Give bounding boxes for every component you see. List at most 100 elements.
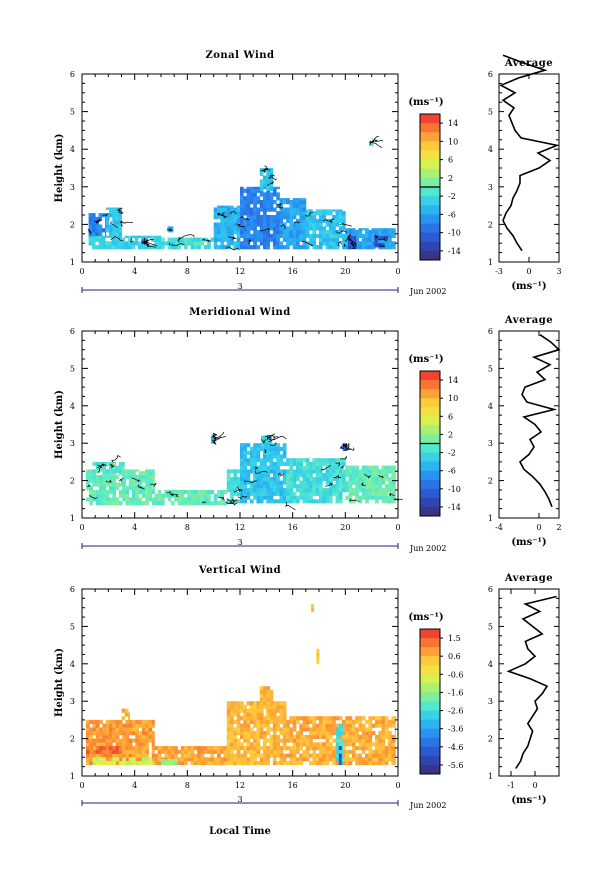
heatmap-cell [115,220,120,225]
heatmap-cell [361,465,366,470]
heatmap-cell [249,712,254,717]
heatmap-cell [170,753,175,758]
heatmap-cell [319,237,323,242]
heatmap-cell [223,749,228,754]
heatmap-cell [325,245,330,250]
zero-contour [150,482,157,487]
heatmap-cell [299,203,303,208]
heatmap-cell [161,761,165,766]
heatmap-cell [167,245,172,250]
heatmap-cell [200,497,205,502]
heatmap-cell [88,241,93,246]
heatmap-cell [325,723,330,728]
heatmap-cell [263,476,267,481]
heatmap-cell [246,215,251,220]
average-y-tick-label: 4 [488,402,493,411]
heatmap-cell [312,230,317,235]
heatmap-cell [105,749,110,754]
heatmap-cell [305,746,310,751]
heatmap-cell [372,137,374,143]
heatmap-cell [282,704,287,709]
heatmap-cell [112,489,116,494]
heatmap-cell [151,719,155,724]
heatmap-cell [128,478,133,483]
heatmap-cell [249,719,254,724]
heatmap-cell [394,738,396,743]
heatmap-cell [309,480,313,485]
heatmap-cell [105,757,110,762]
heatmap-cell [351,723,356,728]
heatmap-cell [105,235,109,238]
heatmap-cell [312,222,317,227]
heatmap-cell [112,493,116,498]
heatmap-cell [338,233,343,238]
heatmap-cell [309,742,313,747]
heatmap-cell [361,723,366,728]
heatmap-cell [170,746,175,751]
heatmap-cell [309,211,313,216]
heatmap-cell [272,484,277,489]
heatmap-cell [289,476,294,481]
heatmap-cell [246,738,251,743]
heatmap-cell [263,450,267,455]
heatmap-cell [128,753,133,758]
heatmap-cell [342,488,346,493]
heatmap-cell [99,497,103,502]
heatmap-cell [335,218,340,223]
heatmap-cell [259,192,264,197]
heatmap-cell [299,465,303,470]
y-tick-label: 1 [70,514,75,523]
heatmap-cell [213,237,218,242]
heatmap-cell [302,734,307,739]
heatmap-cell [138,497,143,502]
heatmap-cell [282,480,287,485]
heatmap-cell [279,203,284,208]
heatmap-cell [125,734,130,739]
heatmap-cell [292,230,297,235]
heatmap-cell [339,738,344,743]
average-title: Average [504,58,553,69]
heatmap-cell [325,742,330,747]
heatmap-cell [256,495,261,500]
heatmap-cell [89,475,93,480]
heatmap-cell [335,488,340,493]
heatmap-cell [348,731,353,736]
heatmap-cell [105,475,110,480]
heatmap-cell [315,461,320,466]
heatmap-cell [292,480,297,485]
heatmap-cell [276,222,280,227]
heatmap-cell [226,704,231,709]
heatmap-cell [109,497,113,502]
heatmap-cell [226,211,231,216]
heatmap-cell [230,226,234,231]
heatmap-cell [365,473,369,478]
heatmap-cell [338,757,342,762]
x-tick-label: 0 [395,267,400,276]
heatmap-cell [256,704,261,709]
heatmap-cell [328,727,333,732]
heatmap-cell [335,473,340,478]
heatmap-cell [128,712,130,717]
heatmap-cell [312,476,317,481]
heatmap-cell [269,708,274,713]
heatmap-cell [378,719,382,724]
heatmap-cell [148,478,153,483]
heatmap-cell [263,446,267,451]
heatmap-cell [296,484,300,489]
heatmap-cell [276,476,280,481]
heatmap-cell [394,473,396,478]
heatmap-cell [220,245,224,250]
heatmap-cell [164,753,168,758]
heatmap-cell [141,493,146,498]
heatmap-cell [253,186,257,190]
heatmap-cell [240,245,244,250]
zero-contour [144,242,150,247]
heatmap-cell [236,491,241,496]
heatmap-cell [272,200,277,205]
heatmap-cell [269,458,274,463]
heatmap-cell [332,727,336,732]
colorbar-swatch [420,683,440,693]
heatmap-cell [319,753,323,758]
heatmap-cell [243,731,247,736]
heatmap-cell [361,749,366,754]
